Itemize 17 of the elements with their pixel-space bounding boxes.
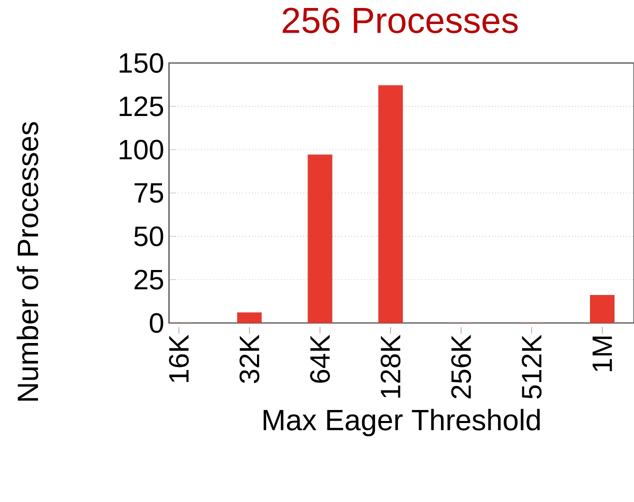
y-tick-label: 100 <box>120 140 164 160</box>
y-tick-label: 125 <box>120 96 164 116</box>
x-tick-label: 128K <box>380 334 400 398</box>
y-tick-label: 75 <box>134 183 164 203</box>
x-tick-label: 1M <box>592 336 612 372</box>
y-tick-label: 150 <box>120 53 164 73</box>
y-tick-label: 0 <box>150 313 164 333</box>
y-tick-label: 50 <box>134 226 164 246</box>
x-tick-label: 64K <box>310 334 330 383</box>
y-axis-title: Number of Processes <box>16 122 38 401</box>
x-tick-label: 256K <box>451 334 472 398</box>
x-tick-label: 512K <box>522 334 542 399</box>
x-tick-label: 16K <box>168 334 189 382</box>
chart-title: 256 Processes <box>282 8 518 34</box>
y-tick-label: 25 <box>134 270 164 290</box>
x-axis-title: Max Eager Threshold <box>264 408 540 436</box>
x-tick-label: 32K <box>240 334 260 384</box>
